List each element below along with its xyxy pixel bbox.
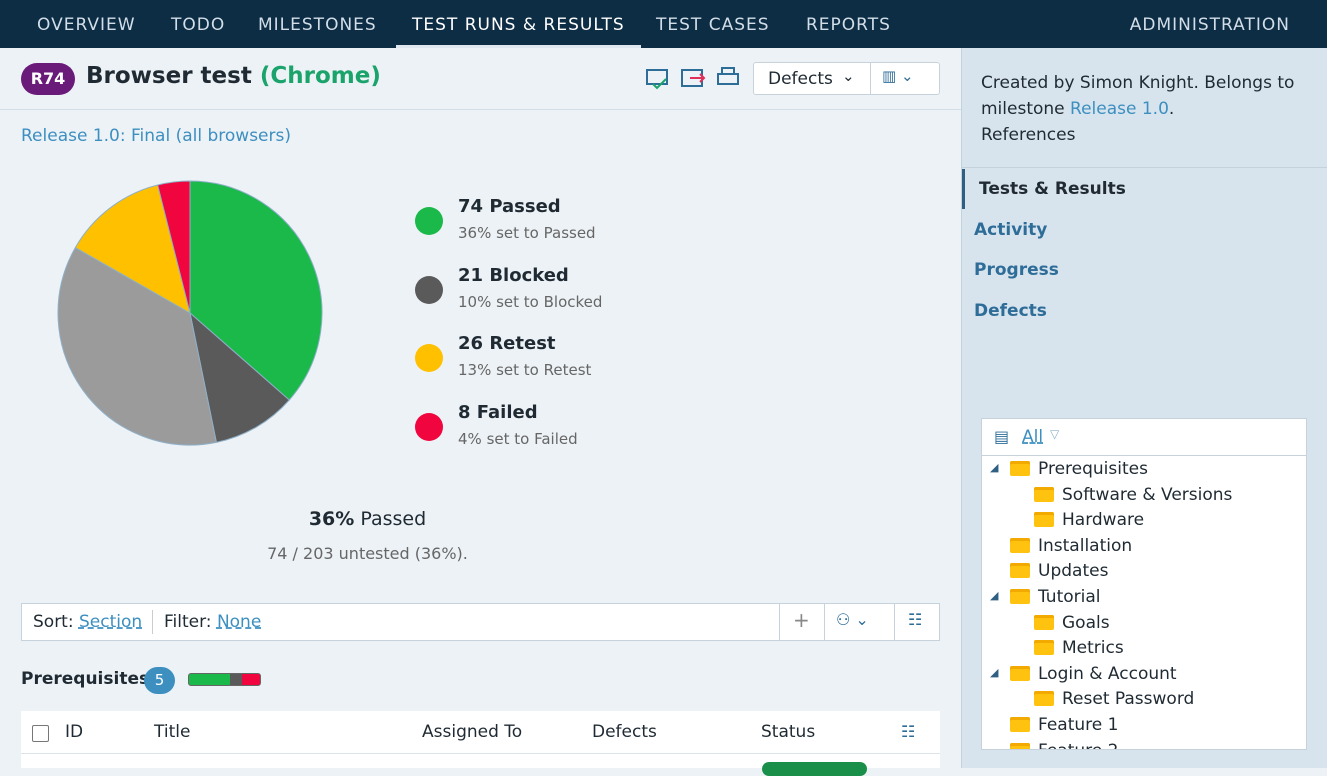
sidebar-tab[interactable]: Defects (974, 300, 1047, 321)
column-header[interactable]: Assigned To (422, 722, 523, 742)
tree-node[interactable]: Feature 1 (1010, 715, 1118, 735)
legend-title: 21 Blocked (458, 264, 569, 286)
print-icon[interactable] (717, 73, 739, 85)
config: (Chrome) (259, 63, 381, 89)
dropdown-group: Defects ⌄ ▥ ⌄ (753, 62, 940, 95)
legend-subtitle: 10% set to Blocked (458, 292, 603, 311)
assign-button[interactable]: ⚇ ⌄ (836, 610, 869, 629)
legend-subtitle: 4% set to Failed (458, 429, 578, 448)
title: Browser test (86, 63, 252, 89)
sidebar-tab[interactable]: Activity (974, 219, 1048, 240)
tree-toggle[interactable]: ◢ (990, 461, 999, 474)
run-title: Browser test (Chrome) (86, 63, 381, 89)
tree-label: Metrics (1062, 638, 1124, 659)
column-header[interactable]: Title (154, 722, 191, 742)
column-header[interactable]: Status (761, 722, 816, 742)
tree-toggle[interactable]: ◢ (990, 589, 999, 602)
section-title: Prerequisites (21, 669, 150, 689)
pie-slice (189, 311, 290, 443)
tree-node[interactable]: Reset Password (1034, 689, 1194, 709)
milestone-link[interactable]: Release 1.0 (1070, 99, 1169, 119)
tree-label: Updates (1038, 561, 1109, 582)
pie-slice (189, 180, 323, 401)
legend-dot (415, 412, 443, 441)
pie-slice (157, 180, 191, 314)
tree-label: Hardware (1062, 510, 1145, 531)
tree-node[interactable]: Updates (1010, 561, 1108, 581)
toolbar: Sort: Section Filter: None + ⚇ ⌄ ☷ (21, 603, 940, 641)
section-tree: ▤ All ▽ Prerequisites ◢ Software & Version… (981, 418, 1307, 750)
nav-item[interactable]: MILESTONES (258, 15, 377, 35)
icons (646, 67, 739, 90)
legend-dot (415, 275, 443, 304)
filter-label: Filter: (164, 612, 212, 632)
legend-subtitle: 36% set to Passed (458, 224, 596, 242)
pie-slice (74, 184, 191, 315)
email-icon[interactable] (646, 69, 668, 85)
tree-label: Feature 1 (1038, 715, 1119, 735)
description: Created by Simon Knight. Belongs to mile… (981, 70, 1301, 148)
tree-label: Installation (1038, 535, 1133, 556)
legend-title: 8 Failed (458, 401, 538, 423)
table: ID Title Assigned To Defects Status ☷ (21, 711, 940, 776)
tree-label: Software & Versions (1062, 484, 1233, 505)
tree-node[interactable]: Prerequisites (1010, 459, 1148, 479)
tree-label: Reset Password (1062, 689, 1195, 710)
sidebar-tab[interactable]: Tests & Results (962, 169, 1126, 209)
pie-slice (57, 246, 217, 446)
description-text: . (1168, 99, 1175, 119)
pie-chart (57, 180, 323, 446)
section-progress (188, 673, 261, 686)
chart-toggle[interactable]: ▥ ⌄ (882, 67, 914, 85)
tree-label: Login & Account (1038, 663, 1177, 684)
tree-toggle[interactable]: ◢ (990, 665, 999, 679)
tree-label: Prerequisites (1038, 459, 1148, 479)
add-button[interactable]: + (793, 608, 810, 632)
tree-node[interactable]: Feature 2 (1010, 741, 1118, 749)
nav-item[interactable]: ADMINISTRATION (1129, 15, 1290, 35)
filter-value[interactable]: None (216, 612, 262, 632)
nav-item[interactable]: OVERVIEW (37, 15, 136, 35)
tree-filter[interactable]: All (1022, 427, 1044, 447)
columns-button[interactable]: ☷ (908, 610, 923, 629)
dropdown[interactable]: Defects (768, 69, 833, 89)
sort-label: Sort: (33, 612, 74, 632)
sidebar-tab[interactable]: Progress (974, 260, 1059, 280)
tree-node[interactable]: Installation (1010, 536, 1132, 556)
tree-node[interactable]: Hardware (1034, 510, 1144, 530)
tree-node[interactable]: Metrics (1034, 638, 1124, 658)
run-badge: R74 (21, 63, 75, 95)
description-text: Created by Simon Knight. Belongs to mile… (981, 73, 1295, 119)
references: References (981, 125, 1076, 145)
nav-item[interactable]: TEST RUNS & RESULTS (396, 0, 641, 48)
legend-title: 26 Retest (458, 333, 556, 354)
tree-node[interactable]: Software & Versions (1034, 485, 1232, 505)
sidebar: Created by Simon Knight. Belongs to mile… (961, 48, 1327, 768)
tree-label: Goals (1062, 612, 1110, 633)
summary: 36% Passed (0, 508, 735, 530)
nav-item[interactable]: REPORTS (806, 15, 891, 35)
select-all[interactable] (32, 725, 49, 742)
plan-link[interactable]: Release 1.0: Final (all browsers) (21, 126, 291, 146)
tree-label: Tutorial (1038, 587, 1101, 607)
tree-label: Feature 2 (1038, 741, 1118, 749)
legend-subtitle: 13% set to Retest (458, 361, 592, 379)
column-header[interactable]: ID (65, 722, 84, 742)
top-nav: OVERVIEW TODO MILESTONES TEST RUNS & RESULT… (0, 0, 1327, 48)
section-count: 5 (144, 667, 175, 694)
tree-node[interactable]: Tutorial (1010, 587, 1101, 607)
legend-dot (415, 207, 443, 235)
summary-detail: 74 / 203 untested (36%). (267, 544, 468, 563)
nav-item[interactable]: TEST CASES (656, 15, 770, 35)
nav-item[interactable]: TODO (171, 15, 226, 35)
sort-value[interactable]: Section (78, 612, 143, 632)
summary-label: Passed (360, 508, 427, 530)
tree-node[interactable]: Login & Account (1010, 664, 1177, 684)
summary-percent: 36% (308, 508, 355, 530)
tree-node[interactable]: Goals (1034, 613, 1110, 633)
column-header[interactable]: Defects (592, 722, 657, 742)
legend-dot (415, 344, 443, 372)
legend-title: 74 Passed (458, 196, 561, 217)
